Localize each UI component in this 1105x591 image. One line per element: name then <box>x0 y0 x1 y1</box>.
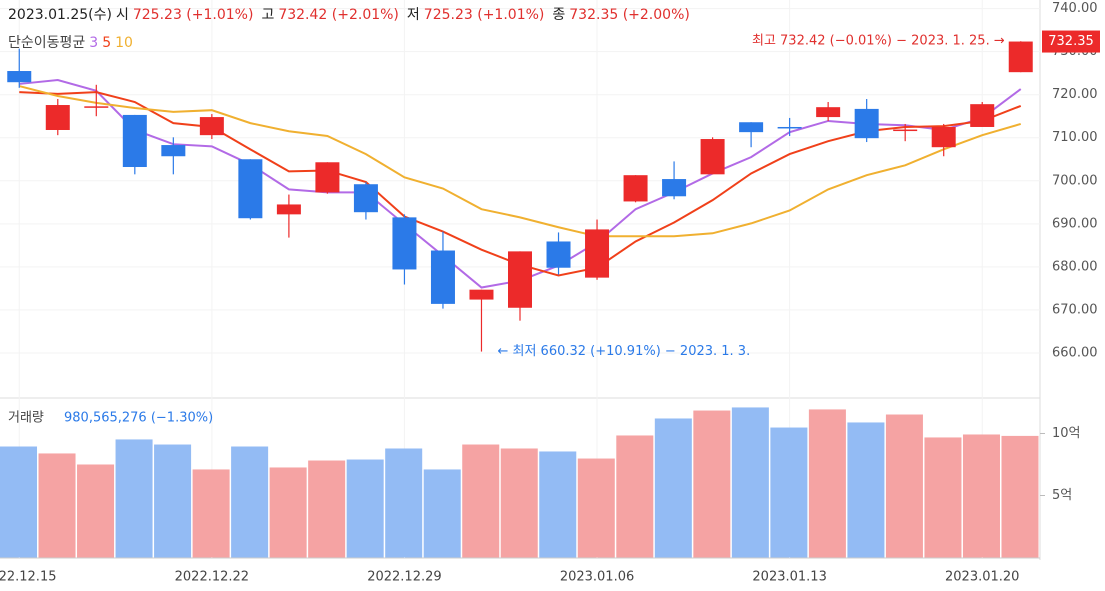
volume-bar <box>924 437 962 558</box>
ma-line <box>19 85 1022 238</box>
price-tag <box>1042 30 1100 53</box>
volume-bar <box>616 435 654 558</box>
volume-bar <box>500 448 538 558</box>
y-tick-label: 700.00 <box>1052 173 1098 188</box>
candle-body <box>7 71 32 83</box>
candle-body <box>353 184 378 213</box>
x-tick-label: 2022.12.29 <box>367 570 441 585</box>
x-tick-label: 2023.01.20 <box>945 570 1019 585</box>
candle-body <box>508 251 532 308</box>
header-date: 2023.01.25(수) <box>8 7 112 23</box>
volume-bar <box>423 469 461 558</box>
candle-body <box>315 162 340 193</box>
candle-body <box>546 241 571 268</box>
volume-bar <box>1001 435 1039 558</box>
volume-bar <box>0 446 38 558</box>
header-label: 고 <box>261 7 275 23</box>
volume-bar <box>731 407 769 558</box>
volume-bar <box>308 460 346 558</box>
candle-body <box>739 122 764 133</box>
volume-bar <box>693 410 731 558</box>
header-label: 저 <box>406 7 420 23</box>
candle-body <box>238 159 263 219</box>
y-tick-label: 670.00 <box>1052 302 1098 317</box>
volume-bar <box>38 453 76 558</box>
volume-bar <box>808 409 846 558</box>
candle-body <box>1008 41 1033 73</box>
candle-body <box>893 129 918 132</box>
candle-body <box>777 126 802 129</box>
annotation: ← 최저 660.32 (+10.91%) − 2023. 1. 3. <box>497 344 750 359</box>
volume-bar <box>770 427 808 558</box>
volume-bar <box>231 446 269 558</box>
candle-body <box>585 229 610 278</box>
volume-value: 980,565,276 (−1.30%) <box>64 411 213 426</box>
annotation: 최고 732.42 (−0.01%) − 2023. 1. 25. → <box>752 34 1005 49</box>
x-tick-label: 2023.01.13 <box>752 570 826 585</box>
header: 2023.01.25(수) 시 725.23 (+1.01%) 고 732.42 (+2… <box>8 4 698 24</box>
y-tick-label: 680.00 <box>1052 259 1098 274</box>
candle-body <box>276 204 301 215</box>
volume-bar <box>77 464 115 558</box>
volume-bar <box>154 444 192 558</box>
candle-body <box>816 107 841 118</box>
volume-bar <box>962 434 1000 558</box>
y-tick-label: 10억 <box>1052 426 1081 441</box>
x-tick-label: 2023.01.06 <box>560 570 634 585</box>
volume-bar <box>269 467 307 558</box>
volume-bar <box>385 448 423 558</box>
volume-bar <box>885 414 923 558</box>
legend-entry: 10 <box>115 35 133 51</box>
legend-entry: 5 <box>102 35 112 51</box>
candle-body <box>854 108 879 139</box>
volume-bar <box>115 439 153 558</box>
candle-body <box>199 117 224 136</box>
y-tick-label: 690.00 <box>1052 216 1098 231</box>
volume-bar <box>462 444 500 558</box>
header-label: 종 <box>552 7 566 23</box>
candle-body <box>84 106 109 108</box>
volume-bar <box>346 459 384 558</box>
y-tick-label: 720.00 <box>1052 87 1098 102</box>
candle-body <box>700 139 725 175</box>
legend: 단순이동평균 3 5 10 <box>8 32 137 52</box>
x-tick-label: 2022.12.22 <box>175 570 249 585</box>
candle-body <box>392 217 417 270</box>
candle-body <box>970 104 995 127</box>
candle-body <box>430 250 455 304</box>
candle-body <box>469 289 494 300</box>
header-value: 732.42 (+2.01%) <box>278 7 399 23</box>
y-tick-label: 660.00 <box>1052 345 1098 360</box>
candle-body <box>662 179 687 197</box>
price-tag-label: 732.35 <box>1048 34 1094 49</box>
y-tick-label: 740.00 <box>1052 1 1098 16</box>
candle-body <box>122 114 147 168</box>
candle-body <box>931 126 956 148</box>
volume-bar <box>847 422 885 558</box>
y-tick-label: 710.00 <box>1052 130 1098 145</box>
volume-bar <box>577 458 615 558</box>
volume-bar <box>539 451 577 558</box>
candle-body <box>623 175 648 202</box>
y-tick-label: 5억 <box>1052 488 1072 503</box>
candle-body <box>161 145 186 157</box>
header-value: 732.35 (+2.00%) <box>569 7 690 23</box>
legend-title: 단순이동평균 <box>8 35 86 51</box>
header-value: 725.23 (+1.01%) <box>423 7 545 23</box>
header-value: 725.23 (+1.01%) <box>132 7 254 23</box>
x-tick-label: 2022.12.15 <box>0 570 56 585</box>
volume-bar <box>654 418 692 558</box>
volume-bar <box>192 469 230 558</box>
volume-title: 거래량 <box>8 411 44 426</box>
candle-body <box>45 105 70 130</box>
legend-entry: 3 <box>89 35 99 51</box>
header-label: 시 <box>115 7 129 23</box>
